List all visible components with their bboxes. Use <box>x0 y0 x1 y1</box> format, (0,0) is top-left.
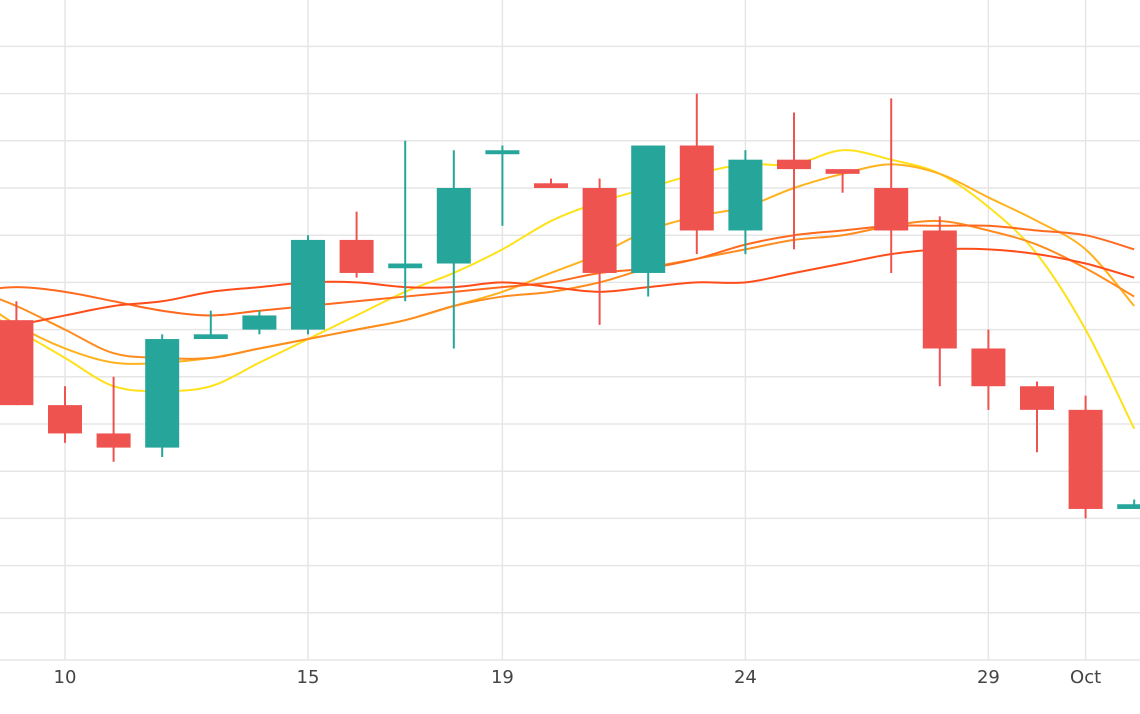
candle-body-up <box>193 334 228 340</box>
candle-body-down <box>777 159 811 170</box>
candle <box>631 145 666 297</box>
candle <box>388 140 423 302</box>
candle <box>922 216 957 387</box>
candle-body-down <box>48 405 82 434</box>
candle <box>48 386 82 443</box>
candle <box>193 310 228 340</box>
candle-body-down <box>874 188 909 231</box>
x-tick-label: 15 <box>297 667 320 688</box>
candle <box>874 98 909 273</box>
candle-body-down <box>679 145 714 231</box>
candle-body-down <box>1020 386 1054 410</box>
candle-body-up <box>728 159 763 231</box>
candle <box>242 310 277 335</box>
grid <box>0 0 1140 661</box>
candle-body-up <box>242 315 277 330</box>
candle <box>339 211 374 278</box>
candle <box>777 112 811 250</box>
candle <box>436 150 471 349</box>
candle-body-down <box>582 188 617 273</box>
x-axis-ticks: 1015192429Oct3 <box>54 667 1102 688</box>
candle <box>1068 395 1103 519</box>
candle <box>1020 381 1054 453</box>
moving-average-line-4 <box>0 224 1135 317</box>
candle-body-up <box>1117 504 1140 509</box>
candle-body-up <box>631 145 666 273</box>
candle-body-down <box>339 239 374 273</box>
candle-body-down <box>534 183 568 188</box>
candle <box>971 329 1006 410</box>
candle <box>679 93 714 255</box>
x-tick-label: 24 <box>734 667 757 688</box>
candle-body-down <box>96 433 131 448</box>
candle <box>96 376 131 462</box>
x-tick-label: 29 <box>977 667 1000 688</box>
candle <box>534 178 568 188</box>
candle-body-up <box>388 263 423 269</box>
x-tick-label: 10 <box>54 667 77 688</box>
candle-body-up <box>291 239 325 330</box>
moving-average-line-5 <box>0 247 1135 328</box>
x-tick-label: Oct <box>1070 667 1101 688</box>
candle <box>728 150 763 255</box>
candle-body-down <box>1068 409 1103 509</box>
candle-body-up <box>145 339 180 448</box>
candle <box>1117 499 1140 509</box>
candle <box>145 334 180 458</box>
candle-body-down <box>0 320 34 406</box>
candle <box>485 145 520 226</box>
candle <box>0 301 34 406</box>
candle-body-down <box>922 230 957 349</box>
candle-body-up <box>436 188 471 264</box>
candles <box>0 93 1140 519</box>
candle <box>582 178 617 325</box>
candle <box>825 169 860 193</box>
x-tick-label: 19 <box>491 667 514 688</box>
candle <box>291 235 325 335</box>
candle-body-up <box>485 150 520 155</box>
moving-average-line-2 <box>0 163 1135 365</box>
candle-body-down <box>825 169 860 174</box>
candle-body-down <box>971 348 1006 387</box>
